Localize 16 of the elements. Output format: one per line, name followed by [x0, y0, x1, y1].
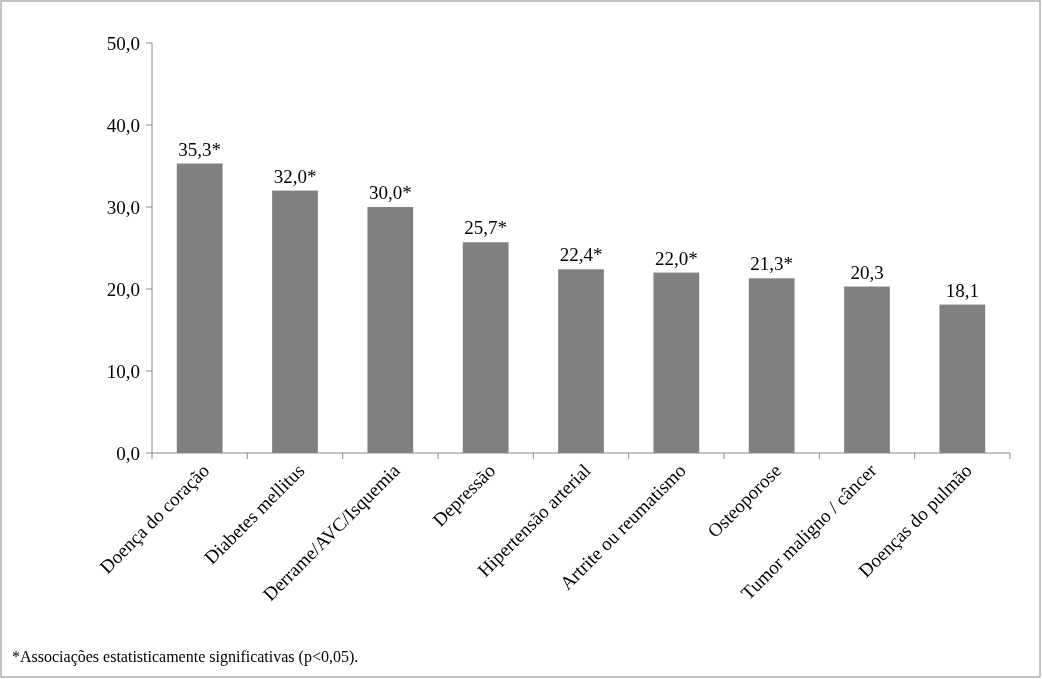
data-label: 32,0* — [273, 165, 317, 187]
text: *Associações estatisticamente significativas (p<0,05). — [12, 648, 359, 666]
y-tick-label: 30,0 — [106, 196, 140, 218]
data-label: 25,7* — [464, 217, 508, 239]
data-label: 22,0* — [654, 247, 698, 269]
data-label: 35,3* — [178, 138, 222, 160]
y-tick-label: 10,0 — [106, 360, 140, 382]
data-label: 21,3* — [750, 253, 794, 275]
data-label: 22,4* — [559, 244, 603, 266]
y-tick-label: 0,0 — [116, 442, 140, 464]
y-tick-label: 50,0 — [106, 32, 140, 54]
data-label: 30,0* — [368, 182, 412, 203]
y-tick-label: 40,0 — [106, 114, 140, 136]
data-label: 18,1 — [945, 279, 979, 301]
y-tick-label: 20,0 — [106, 278, 140, 300]
data-label: 20,3 — [850, 261, 884, 283]
